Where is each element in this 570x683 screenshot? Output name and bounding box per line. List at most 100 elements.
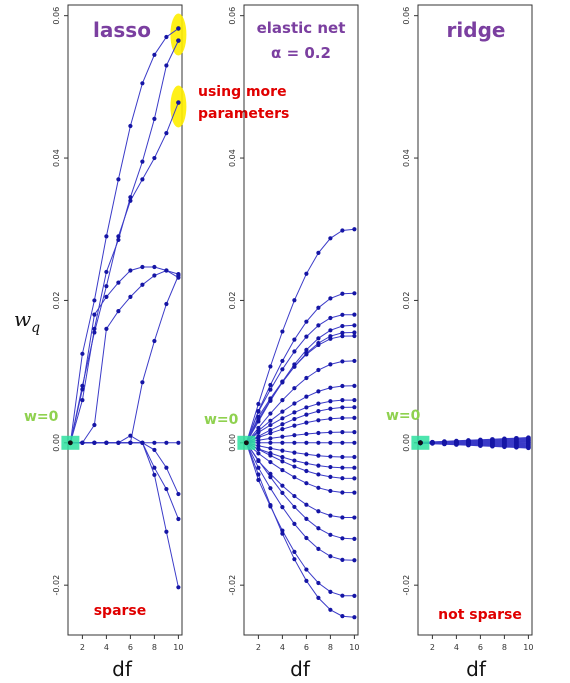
data-point — [80, 383, 85, 388]
series-line — [70, 275, 179, 444]
chart-title-elastic-net: elastic net — [257, 19, 346, 37]
data-point — [140, 81, 145, 86]
data-point — [104, 269, 109, 275]
data-point — [92, 312, 97, 317]
data-point — [304, 420, 309, 425]
data-point — [176, 273, 181, 278]
data-point — [140, 264, 145, 270]
data-point — [316, 440, 321, 445]
data-point — [328, 328, 333, 333]
data-point — [352, 227, 357, 232]
data-point — [280, 490, 285, 495]
data-point — [292, 410, 297, 415]
data-point — [280, 379, 285, 384]
data-point — [304, 578, 309, 583]
data-point — [454, 442, 459, 447]
zero-label-lasso: w=0 — [24, 409, 59, 425]
data-point — [164, 440, 169, 445]
data-point — [352, 405, 357, 410]
data-point — [340, 465, 345, 470]
data-point — [256, 430, 261, 435]
data-point — [490, 443, 495, 449]
data-point — [116, 237, 121, 243]
data-point — [352, 333, 357, 339]
data-point — [256, 443, 261, 448]
data-point — [128, 294, 133, 299]
chart-subtitle-alpha: α = 0.2 — [271, 44, 331, 62]
series-line — [245, 442, 355, 518]
data-point — [268, 471, 273, 476]
start-point — [68, 440, 73, 446]
data-point — [176, 26, 181, 31]
data-point — [328, 336, 333, 341]
highlight-middle — [170, 85, 187, 128]
data-point — [164, 301, 169, 307]
data-point — [292, 423, 297, 428]
panel-lasso: -0.02 0.00 0.02 0.04 0.06 2 4 6 8 10 lasso w=0 s… — [24, 4, 289, 681]
data-point — [316, 580, 321, 586]
data-point — [292, 386, 297, 391]
data-point — [340, 557, 345, 562]
y-tick-label: -0.02 — [52, 575, 61, 596]
y-tick-label: 0.06 — [228, 7, 237, 25]
data-point — [304, 271, 309, 276]
data-point — [328, 513, 333, 518]
data-point — [328, 554, 333, 559]
data-point — [304, 461, 309, 466]
data-point — [268, 382, 273, 388]
data-point — [304, 412, 309, 417]
data-point — [152, 264, 157, 270]
data-point — [164, 465, 169, 470]
data-point — [268, 459, 273, 465]
y-axis-ridge: -0.02 0.00 0.02 0.04 0.06 — [402, 7, 418, 596]
data-point — [92, 330, 97, 335]
data-point — [152, 52, 157, 57]
series-line — [245, 292, 355, 443]
y-tick-label: -0.02 — [228, 575, 237, 596]
data-point — [328, 488, 333, 494]
data-point — [316, 418, 321, 423]
data-point — [256, 458, 261, 463]
data-point — [280, 440, 285, 445]
x-tick-label: 2 — [80, 643, 85, 652]
data-point — [268, 387, 273, 392]
x-tick-label: 8 — [328, 643, 333, 652]
series-line — [246, 442, 355, 458]
elastic-net-points — [244, 227, 357, 620]
data-point — [152, 116, 157, 121]
x-tick-label: 10 — [173, 643, 183, 652]
data-point — [316, 389, 321, 394]
data-point — [268, 427, 273, 433]
plot-frame-lasso — [67, 4, 183, 636]
data-point — [292, 521, 297, 526]
x-tick-label: 4 — [104, 643, 109, 652]
series-line — [245, 335, 355, 444]
data-point — [328, 589, 333, 594]
x-axis-label-ridge: df — [466, 657, 487, 681]
panel-elastic-net: -0.02 0.00 0.02 0.04 0.06 2 4 6 8 10 elastic net… — [204, 4, 359, 681]
data-point — [352, 330, 357, 335]
data-point — [268, 396, 273, 401]
x-tick-label: 8 — [502, 643, 507, 652]
x-tick-label: 2 — [256, 643, 261, 652]
data-point — [352, 515, 357, 520]
data-point — [128, 198, 133, 203]
data-point — [304, 334, 309, 339]
data-point — [280, 422, 285, 427]
data-point — [280, 454, 285, 460]
data-point — [316, 546, 321, 551]
data-point — [292, 364, 297, 369]
data-point — [268, 453, 273, 458]
data-point — [164, 486, 169, 492]
data-point — [340, 312, 345, 317]
data-point — [280, 329, 285, 334]
data-point — [304, 440, 309, 445]
data-point — [304, 468, 309, 474]
series-line — [246, 442, 355, 494]
data-point — [466, 442, 471, 448]
data-point — [304, 394, 309, 399]
data-point — [164, 529, 169, 534]
data-point — [328, 430, 333, 435]
data-point — [316, 323, 321, 328]
data-point — [316, 409, 321, 414]
